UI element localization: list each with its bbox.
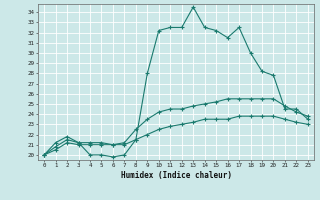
X-axis label: Humidex (Indice chaleur): Humidex (Indice chaleur) (121, 171, 231, 180)
